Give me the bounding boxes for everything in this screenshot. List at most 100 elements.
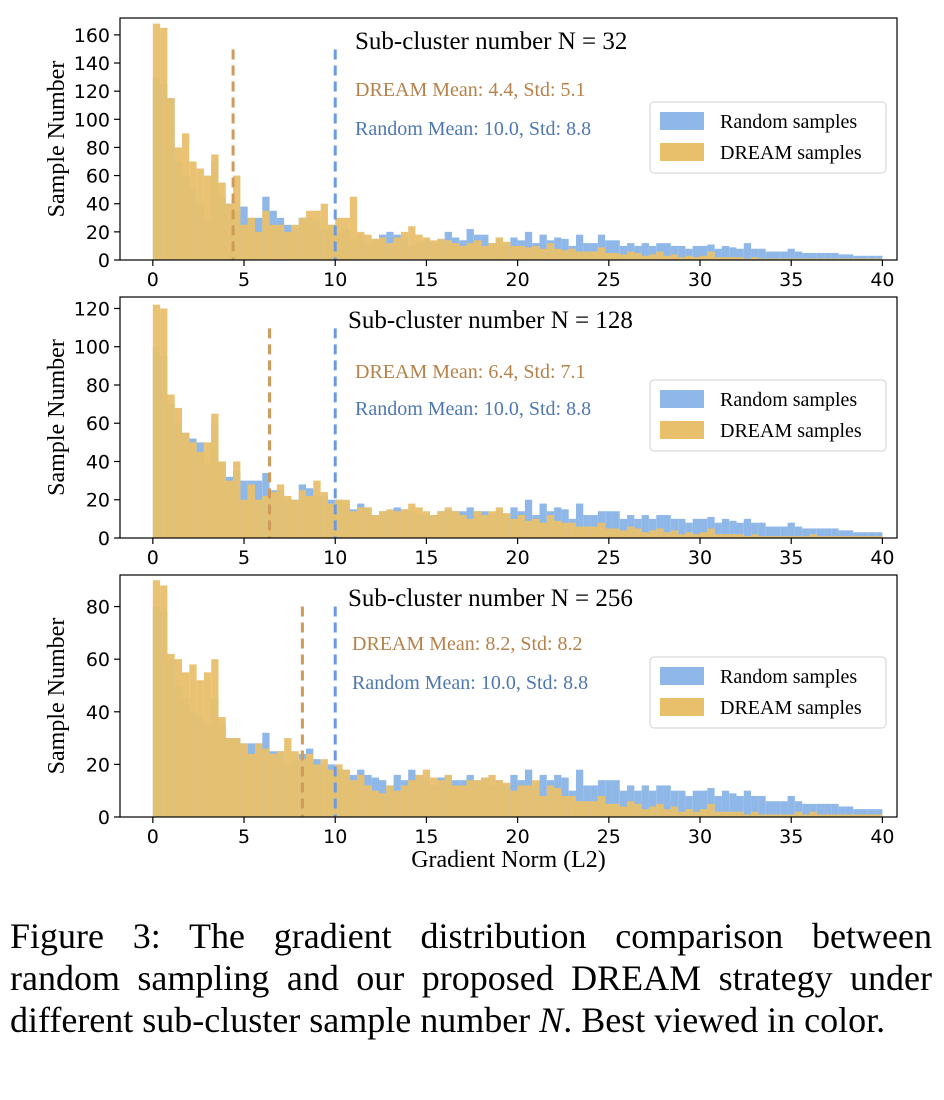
bar [597,247,606,260]
bar [721,811,730,817]
series-dream [152,304,883,538]
bar [765,801,773,817]
bar [685,809,693,817]
bar [758,814,766,817]
bar [721,790,730,817]
bar [853,536,861,538]
bar [714,248,722,260]
legend: Random samples DREAM samples [649,656,887,729]
bar [284,231,292,260]
bar [371,515,379,538]
bar [685,522,693,538]
bar [503,241,511,260]
bar [845,254,854,260]
bar [860,809,868,817]
bar [605,780,613,817]
bar [561,250,569,260]
bar [218,717,226,817]
bar [196,168,204,260]
bar [524,785,533,817]
caption-text-end: . Best viewed in color. [563,1000,886,1040]
x-tick-label: 40 [870,547,894,569]
x-tick-label: 30 [688,547,712,569]
bar [831,536,839,538]
bar [400,785,409,817]
bar [838,258,846,260]
bar [196,680,204,817]
bar [597,522,606,538]
bar [473,780,482,817]
chart-panel-1: 0 5 10 15 20 25 30 35 40 0 20 40 60 80 100 120 140 160Sam… [44,17,898,291]
bar [284,495,292,538]
bar [736,522,744,538]
bar [692,811,701,817]
bar [182,133,190,260]
bar [495,780,504,817]
bar [656,803,664,817]
bar [605,511,613,538]
y-tick-label: 40 [86,451,110,473]
y-tick-label: 60 [86,649,110,671]
bar [583,801,591,817]
bar [313,764,321,817]
bar [875,255,883,260]
bar [780,801,788,817]
bar [400,231,409,260]
bar [700,518,708,538]
x-tick-label: 5 [238,547,250,569]
bar [678,811,686,817]
bar [444,774,452,817]
y-tick-label: 120 [74,81,110,103]
bar [794,526,803,538]
bar [670,806,679,817]
bar [575,769,584,817]
bar [787,814,795,817]
bar [459,245,467,260]
bar [590,251,598,260]
bar [816,536,825,538]
bar [233,738,241,817]
bar [619,530,628,538]
bar [729,257,737,260]
legend-swatch-random [660,390,704,408]
bar [736,534,744,538]
bar [619,518,628,538]
bar [685,532,693,538]
bar [225,203,234,260]
bar [306,753,314,817]
x-tick-label: 40 [870,826,894,848]
bar [160,585,168,817]
bar [561,795,569,817]
bar [700,809,708,817]
bar [408,780,416,817]
legend-swatch-random [660,667,704,685]
chart-panel-3: 0 5 10 15 20 25 30 35 40 0 20 40 60 80 Sample Number Su… [44,574,898,873]
bar [371,790,379,817]
bar [831,803,839,817]
bar [240,743,248,817]
bar [627,251,635,260]
y-tick-label: 80 [86,137,110,159]
y-tick-label: 0 [98,807,110,829]
x-tick-label: 5 [238,269,250,291]
x-axis-label: Gradient Norm (L2) [411,847,606,873]
x-tick-label: 20 [506,826,530,848]
legend-label-random: Random samples [720,389,857,411]
bar [714,522,722,538]
bar [634,528,642,538]
bar [780,814,788,817]
bar [269,492,277,538]
bar [349,511,358,538]
bar [320,759,328,817]
bar [247,753,255,817]
bar [692,534,701,538]
bar [831,528,839,538]
bar [488,511,496,538]
histogram-figure: 0 5 10 15 20 25 30 35 40020406080100120140160Sam… [44,17,898,873]
bar [575,526,584,538]
bar [284,738,292,817]
plot-frame [119,574,898,818]
bar [641,809,649,817]
random-stats-annotation: Random Mean: 10.0, Std: 8.8 [355,118,591,140]
bar [554,520,562,538]
